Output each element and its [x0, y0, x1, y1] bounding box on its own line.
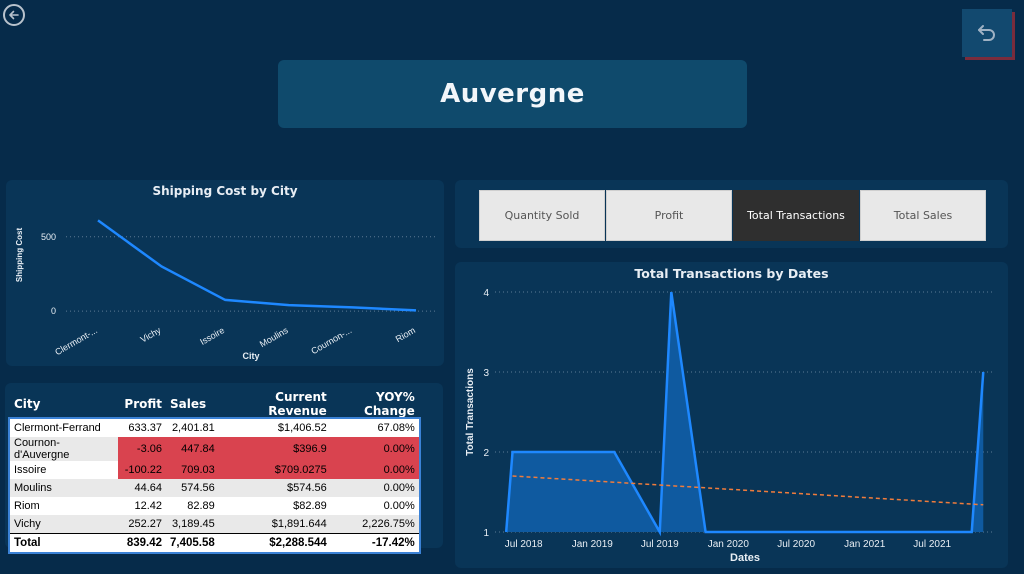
shipping-cost-line	[97, 219, 417, 312]
total-sales: 7,405.58	[166, 533, 219, 552]
tab-profit[interactable]: Profit	[606, 190, 732, 241]
cell-sales: 709.03	[166, 461, 219, 479]
total-label: Total	[10, 533, 118, 552]
shipping-chart-panel: Shipping Cost by City 0 500 Clermont-... V…	[6, 180, 444, 366]
table-total-row: Total 839.42 7,405.58 $2,288.544 -17.42%	[10, 533, 419, 552]
transactions-trend-line	[512, 475, 984, 506]
table-row[interactable]: Issoire -100.22 709.03 $709.0275 0.00%	[10, 461, 419, 479]
cell-city: Riom	[10, 497, 118, 515]
transactions-line	[504, 291, 985, 537]
shipping-chart-title: Shipping Cost by City	[152, 184, 298, 198]
transactions-chart-title: Total Transactions by Dates	[634, 266, 829, 281]
shipping-x-axis-label: City	[242, 351, 259, 361]
cell-profit: -3.06	[118, 437, 166, 461]
transactions-y-tick-label: 1	[483, 528, 489, 539]
transactions-y-tick-label: 4	[483, 288, 489, 299]
shipping-chart: 0 500 Clermont-... Vichy Issoire Moulins Cour…	[15, 219, 438, 361]
shipping-x-tick-label: Issoire	[198, 325, 226, 347]
shipping-y-tick-label: 500	[41, 232, 56, 242]
undo-arrow-icon	[978, 25, 995, 41]
cell-city: Issoire	[10, 461, 118, 479]
cell-sales: 447.84	[166, 437, 219, 461]
total-profit: 839.42	[118, 533, 166, 552]
page-title-card: Auvergne	[278, 60, 747, 128]
cell-profit: 633.37	[118, 419, 166, 437]
table-row[interactable]: Cournon-d'Auvergne -3.06 447.84 $396.9 0.00%	[10, 437, 419, 461]
cell-profit: -100.22	[118, 461, 166, 479]
tab-total-sales[interactable]: Total Sales	[860, 190, 986, 241]
cell-yoy: 0.00%	[330, 437, 419, 461]
cell-sales: 574.56	[166, 479, 219, 497]
cell-revenue: $1,406.52	[218, 419, 331, 437]
shipping-x-tick-label: Cournon-...	[309, 325, 353, 356]
cell-profit: 12.42	[118, 497, 166, 515]
city-table: City Profit Sales Current Revenue YOY% C…	[8, 389, 421, 554]
tab-quantity-sold[interactable]: Quantity Sold	[479, 190, 605, 241]
table-row[interactable]: Riom 12.42 82.89 $82.89 0.00%	[10, 497, 419, 515]
cell-revenue: $396.9	[218, 437, 331, 461]
cell-profit: 44.64	[118, 479, 166, 497]
table-row[interactable]: Clermont-Ferrand 633.37 2,401.81 $1,406.52 6…	[10, 419, 419, 437]
column-header-profit[interactable]: Profit	[124, 397, 162, 411]
cell-yoy: 0.00%	[330, 479, 419, 497]
cell-yoy: 67.08%	[330, 419, 419, 437]
undo-button[interactable]	[962, 9, 1012, 57]
cell-city: Cournon-d'Auvergne	[10, 437, 118, 461]
cell-profit: 252.27	[118, 515, 166, 534]
cell-sales: 3,189.45	[166, 515, 219, 534]
arrow-left-circle-icon	[9, 10, 19, 20]
cell-yoy: 0.00%	[330, 497, 419, 515]
transactions-x-tick-label: Jan 2020	[708, 539, 750, 550]
cell-sales: 82.89	[166, 497, 219, 515]
shipping-x-tick-label: Clermont-...	[53, 325, 99, 357]
transactions-x-tick-label: Jul 2018	[505, 539, 543, 550]
shipping-x-tick-label: Vichy	[139, 325, 163, 345]
column-header-revenue[interactable]: Current Revenue	[268, 390, 327, 418]
transactions-x-tick-label: Jan 2019	[572, 539, 614, 550]
cell-city: Clermont-Ferrand	[10, 419, 118, 437]
transactions-x-tick-label: Jul 2019	[641, 539, 679, 550]
transactions-x-axis-label: Dates	[730, 552, 760, 564]
transactions-chart-panel: Total Transactions by Dates 1 2 3 4 Jul 201…	[455, 262, 1008, 568]
cell-city: Vichy	[10, 515, 118, 534]
transactions-x-tick-label: Jul 2021	[913, 539, 951, 550]
cell-sales: 2,401.81	[166, 419, 219, 437]
cell-yoy: 0.00%	[330, 461, 419, 479]
shipping-x-tick-label: Moulins	[258, 325, 290, 349]
cell-yoy: 2,226.75%	[330, 515, 419, 534]
back-button[interactable]	[3, 4, 25, 26]
city-table-panel: City Profit Sales Current Revenue YOY% C…	[5, 383, 443, 554]
total-yoy: -17.42%	[330, 533, 419, 552]
cell-revenue: $574.56	[218, 479, 331, 497]
shipping-y-axis-label: Shipping Cost	[15, 228, 24, 283]
shipping-x-tick-label: Riom	[394, 325, 417, 344]
cell-city: Moulins	[10, 479, 118, 497]
cell-revenue: $82.89	[218, 497, 331, 515]
page-title: Auvergne	[440, 79, 585, 109]
column-header-sales[interactable]: Sales	[170, 397, 207, 411]
column-header-yoy[interactable]: YOY% Change	[364, 390, 415, 418]
column-header-city[interactable]: City	[14, 397, 41, 411]
shipping-y-tick-label: 0	[51, 306, 56, 316]
cell-revenue: $1,891.644	[218, 515, 331, 534]
transactions-x-tick-label: Jan 2021	[844, 539, 886, 550]
table-row[interactable]: Moulins 44.64 574.56 $574.56 0.00%	[10, 479, 419, 497]
tab-total-transactions[interactable]: Total Transactions	[733, 190, 859, 241]
transactions-chart: 1 2 3 4 Jul 2018 Jan 2019 Jul 2019 Jan 2020 Jul…	[465, 288, 992, 564]
transactions-x-tick-label: Jul 2020	[777, 539, 815, 550]
transactions-area	[506, 292, 984, 532]
cell-revenue: $709.0275	[218, 461, 331, 479]
transactions-y-axis-label: Total Transactions	[465, 368, 476, 456]
table-row[interactable]: Vichy 252.27 3,189.45 $1,891.644 2,226.75%	[10, 515, 419, 534]
transactions-y-tick-label: 3	[483, 368, 489, 379]
transactions-y-tick-label: 2	[483, 448, 489, 459]
total-revenue: $2,288.544	[218, 533, 331, 552]
